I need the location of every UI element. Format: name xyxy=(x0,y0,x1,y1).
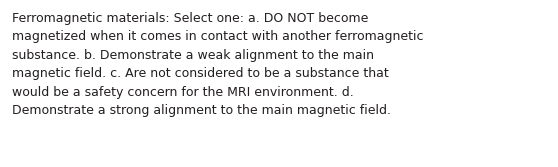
Text: Ferromagnetic materials: Select one: a. DO NOT become
magnetized when it comes i: Ferromagnetic materials: Select one: a. … xyxy=(12,12,424,117)
